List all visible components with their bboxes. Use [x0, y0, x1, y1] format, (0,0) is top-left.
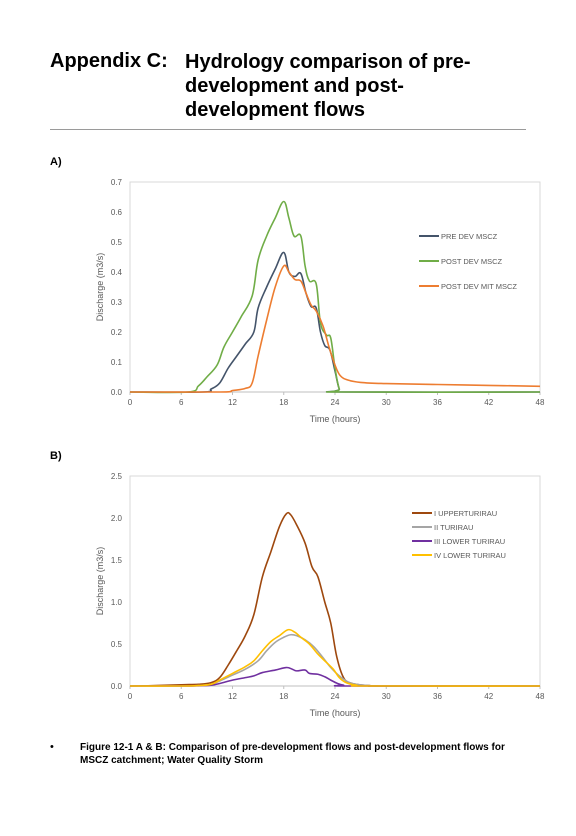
x-axis-title: Time (hours)	[310, 414, 361, 424]
series-line	[129, 633, 541, 687]
y-tick-label: 0.5	[111, 640, 123, 649]
y-tick-label: 0.0	[111, 682, 123, 691]
y-tick-label: 2.0	[111, 514, 123, 523]
y-tick-label: 0.6	[111, 208, 123, 217]
x-tick-label: 36	[433, 692, 442, 701]
y-tick-label: 0.0	[111, 388, 123, 397]
x-tick-label: 30	[382, 398, 391, 407]
heading-divider	[50, 129, 526, 130]
x-tick-label: 42	[484, 398, 493, 407]
chart-a: 0.0 0.1 0.2 0.3 0.4 0.5 0.6 0.7 0 6 12 18 24 30 36 42 48…	[95, 178, 545, 424]
legend-label: I UPPERTURIRAU	[434, 509, 497, 518]
legend-label: POST DEV MIT MSCZ	[441, 282, 517, 291]
panel-label-a: A)	[50, 156, 62, 168]
series-line	[129, 628, 541, 687]
x-tick-label: 0	[128, 692, 133, 701]
x-tick-label: 6	[179, 692, 184, 701]
x-tick-label: 42	[484, 692, 493, 701]
x-tick-label: 18	[279, 692, 288, 701]
x-tick-label: 0	[128, 398, 133, 407]
x-tick-label: 24	[331, 692, 340, 701]
y-tick-label: 0.1	[111, 358, 123, 367]
appendix-title: Hydrology comparison of pre-development …	[185, 51, 471, 121]
y-tick-label: 1.5	[111, 556, 123, 565]
x-tick-label: 6	[179, 398, 184, 407]
x-tick-label: 12	[228, 692, 237, 701]
x-axis-title: Time (hours)	[310, 708, 361, 718]
legend-label: II TURIRAU	[434, 523, 473, 532]
x-tick-label: 24	[331, 398, 340, 407]
y-tick-label: 0.2	[111, 328, 123, 337]
series-line	[129, 511, 541, 687]
y-axis-title: Discharge (m3/s)	[95, 547, 105, 616]
y-tick-label: 0.7	[111, 178, 123, 187]
y-tick-label: 0.5	[111, 238, 123, 247]
series-line	[129, 666, 541, 687]
x-tick-label: 18	[279, 398, 288, 407]
y-tick-label: 1.0	[111, 598, 123, 607]
caption-bullet: •	[50, 741, 54, 753]
x-tick-label: 30	[382, 692, 391, 701]
series-line	[129, 200, 541, 394]
appendix-label: Appendix C:	[50, 50, 168, 72]
plot-area	[129, 475, 541, 687]
x-tick-label: 12	[228, 398, 237, 407]
legend-label: IV LOWER TURIRAU	[434, 551, 506, 560]
y-axis-title: Discharge (m3/s)	[95, 253, 105, 322]
y-tick-label: 2.5	[111, 472, 123, 481]
x-tick-label: 48	[536, 398, 545, 407]
legend-label: POST DEV MSCZ	[441, 257, 503, 266]
y-tick-label: 0.4	[111, 268, 123, 277]
legend-label: PRE DEV MSCZ	[441, 232, 498, 241]
series-line	[129, 264, 541, 393]
panel-label-b: B)	[50, 450, 62, 462]
chart-b: 0.0 0.5 1.0 1.5 2.0 2.5 0 6 12 18 24 30 36 42 48 Time (…	[95, 472, 545, 718]
y-tick-label: 0.3	[111, 298, 123, 307]
x-tick-label: 36	[433, 398, 442, 407]
legend-label: III LOWER TURIRAU	[434, 537, 505, 546]
x-tick-label: 48	[536, 692, 545, 701]
figure-caption: Figure 12-1 A & B: Comparison of pre-dev…	[80, 742, 505, 766]
